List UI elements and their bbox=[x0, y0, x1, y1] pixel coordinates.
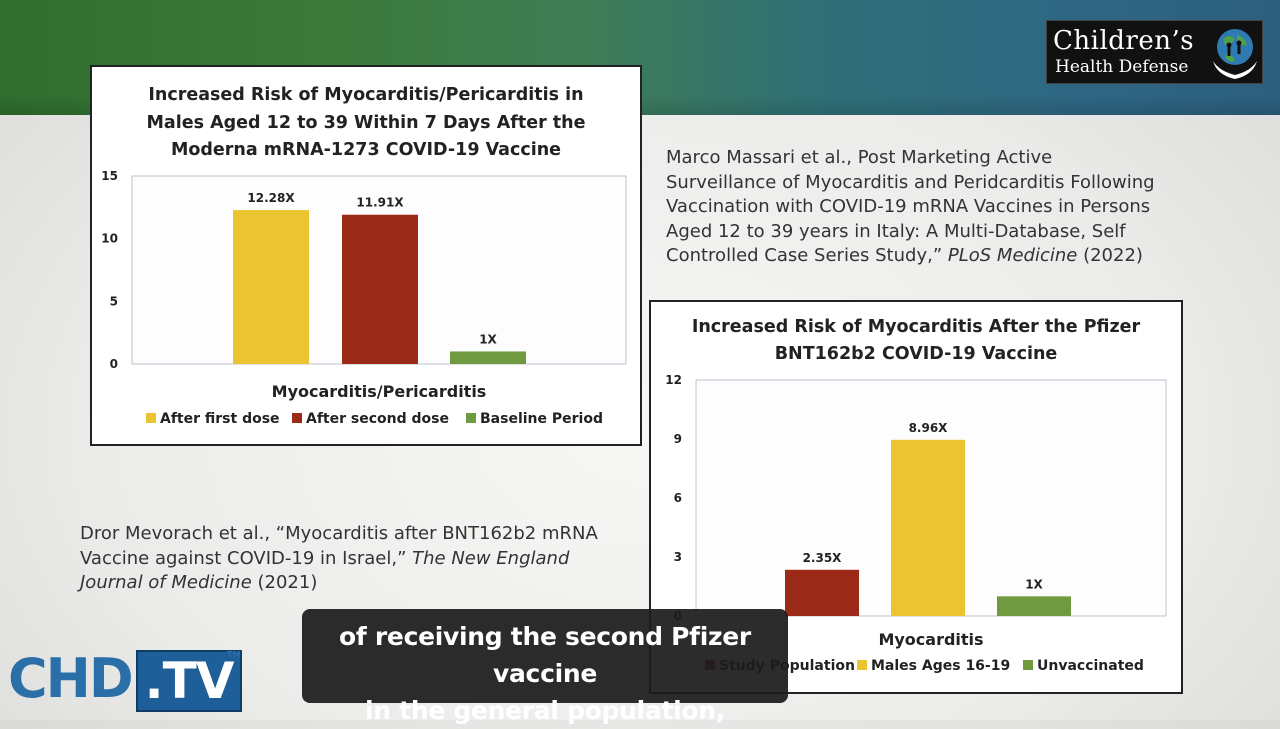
bar-data-label: 12.28X bbox=[247, 191, 295, 205]
bar bbox=[891, 439, 965, 616]
bar bbox=[785, 569, 859, 616]
legend-swatch bbox=[292, 413, 302, 423]
tv-badge: .TV bbox=[136, 650, 242, 712]
legend-label: After first dose bbox=[160, 411, 280, 427]
legend-swatch bbox=[466, 413, 476, 423]
bar-data-label: 8.96X bbox=[909, 421, 949, 435]
trademark: TM bbox=[227, 650, 241, 659]
y-tick-label: 9 bbox=[674, 432, 682, 446]
bar-data-label: 1X bbox=[479, 332, 497, 346]
citation-line: Surveillance of Myocarditis and Peridcar… bbox=[666, 171, 1155, 193]
massari-citation: Marco Massari et al., Post Marketing Act… bbox=[666, 146, 1226, 269]
y-tick-label: 0 bbox=[110, 357, 118, 371]
legend-label: Unvaccinated bbox=[1037, 658, 1144, 674]
bar bbox=[997, 596, 1071, 616]
legend-label: After second dose bbox=[306, 411, 449, 427]
legend-swatch bbox=[1023, 660, 1033, 670]
chart-title-line: Increased Risk of Myocarditis After the … bbox=[691, 317, 1141, 337]
bar bbox=[233, 210, 309, 364]
chd-text: CHD bbox=[8, 647, 134, 710]
logo-line2: Health Defense bbox=[1055, 57, 1189, 77]
moderna-chart-panel: Increased Risk of Myocarditis/Pericardit… bbox=[90, 65, 642, 446]
journal-name: The New England bbox=[412, 547, 570, 569]
globe-hands-icon bbox=[1213, 29, 1257, 79]
bar-data-label: 2.35X bbox=[803, 551, 843, 565]
legend-label: Baseline Period bbox=[480, 411, 603, 427]
logo-line1: Children’s bbox=[1053, 26, 1195, 56]
citation-line: Controlled Case Series Study,” PLoS Medi… bbox=[666, 244, 1226, 269]
mevorach-citation: Dror Mevorach et al., “Myocarditis after… bbox=[80, 522, 650, 596]
y-tick-label: 15 bbox=[101, 169, 118, 183]
bar bbox=[342, 214, 418, 364]
chart-title-line: Moderna mRNA-1273 COVID-19 Vaccine bbox=[170, 140, 562, 160]
citation-year: (2021) bbox=[251, 572, 318, 593]
y-tick-label: 10 bbox=[101, 232, 118, 246]
x-axis-label: Myocarditis bbox=[878, 630, 983, 649]
caption-line: of receiving the second Pfizer vaccine bbox=[339, 622, 751, 688]
journal-name: Journal of Medicine bbox=[80, 572, 252, 593]
bar-data-label: 1X bbox=[1025, 577, 1043, 591]
citation-line: Journal of Medicine (2021) bbox=[80, 571, 650, 596]
moderna-chart-title: Increased Risk of Myocarditis/Pericardit… bbox=[92, 82, 640, 165]
chart-title-line: Males Aged 12 to 39 Within 7 Days After … bbox=[146, 112, 586, 133]
chart-title-line: Increased Risk of Myocarditis/Pericardit… bbox=[148, 85, 584, 105]
citation-line: Marco Massari et al., Post Marketing Act… bbox=[666, 147, 1053, 168]
citation-text: Controlled Case Series Study,” bbox=[666, 245, 948, 266]
chart-title-line: BNT162b2 COVID-19 Vaccine bbox=[774, 344, 1058, 364]
citation-line: Vaccination with COVID-19 mRNA Vaccines … bbox=[666, 196, 1151, 217]
video-caption: of receiving the second Pfizer vaccine i… bbox=[302, 609, 788, 725]
pfizer-chart-title: Increased Risk of Myocarditis After the … bbox=[651, 314, 1181, 368]
y-tick-label: 12 bbox=[665, 373, 682, 387]
bar-data-label: 11.91X bbox=[356, 196, 404, 210]
caption-line: in the general population, bbox=[365, 696, 725, 725]
legend-swatch bbox=[857, 660, 867, 670]
citation-line: Vaccine against COVID-19 in Israel,” The… bbox=[80, 547, 650, 572]
chd-logo: Children’s Health Defense bbox=[1046, 20, 1263, 84]
citation-line: Dror Mevorach et al., “Myocarditis after… bbox=[80, 523, 598, 544]
x-axis-label: Myocarditis/Pericarditis bbox=[272, 382, 487, 401]
y-tick-label: 3 bbox=[674, 550, 682, 564]
y-tick-label: 5 bbox=[110, 294, 118, 308]
legend-label: Males Ages 16-19 bbox=[871, 658, 1010, 674]
citation-text: Vaccine against COVID-19 in Israel,” bbox=[80, 547, 413, 569]
journal-name: PLoS Medicine bbox=[947, 245, 1078, 266]
citation-year: (2022) bbox=[1077, 245, 1143, 266]
legend-swatch bbox=[146, 413, 156, 423]
moderna-bar-chart: 0 5 10 15 12.28X 11.91X 1X Myocarditis/Pericard… bbox=[101, 169, 627, 427]
y-tick-label: 6 bbox=[674, 491, 682, 505]
citation-line: Aged 12 to 39 years in Italy: A Multi-Da… bbox=[666, 220, 1126, 242]
tv-text: .TV bbox=[144, 652, 235, 710]
bar bbox=[450, 351, 526, 364]
